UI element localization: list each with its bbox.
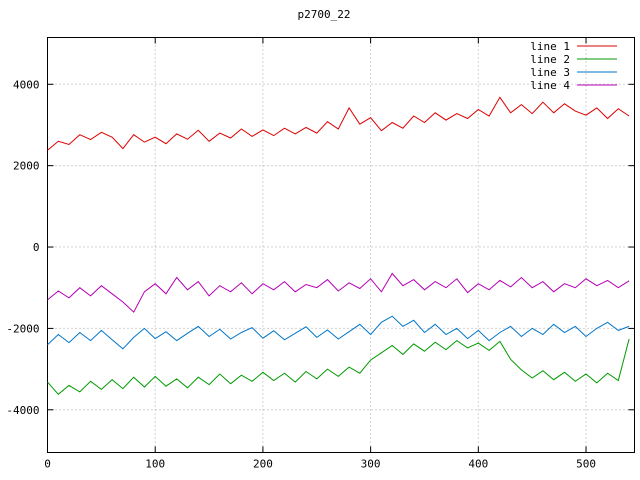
- plot-border: [47, 37, 635, 453]
- legend-label: line 2: [530, 53, 570, 66]
- chart-title: p2700_22: [298, 8, 351, 21]
- legend-label: line 3: [530, 66, 570, 79]
- series-line-3: [47, 315, 630, 350]
- y-tick-label: -4000: [6, 404, 39, 417]
- x-tick-label: 500: [576, 458, 596, 471]
- y-tick-label: 0: [33, 241, 40, 254]
- x-tick-label: 0: [44, 458, 51, 471]
- series-line-1: [47, 96, 630, 151]
- y-tick-label: 2000: [13, 160, 40, 173]
- x-tick-label: 400: [468, 458, 488, 471]
- series-line-2: [47, 338, 630, 395]
- y-tick-label: -2000: [6, 322, 39, 335]
- legend-label: line 4: [530, 79, 570, 92]
- x-tick-label: 100: [145, 458, 165, 471]
- x-tick-label: 300: [361, 458, 381, 471]
- chart-plot-area: 0 100 200 300 400 500 -4000 -2000 0 2000 4000 line …: [6, 37, 635, 471]
- series-line-4: [47, 272, 630, 313]
- y-tick-label: 4000: [13, 78, 40, 91]
- legend-label: line 1: [530, 40, 570, 53]
- x-tick-label: 200: [253, 458, 273, 471]
